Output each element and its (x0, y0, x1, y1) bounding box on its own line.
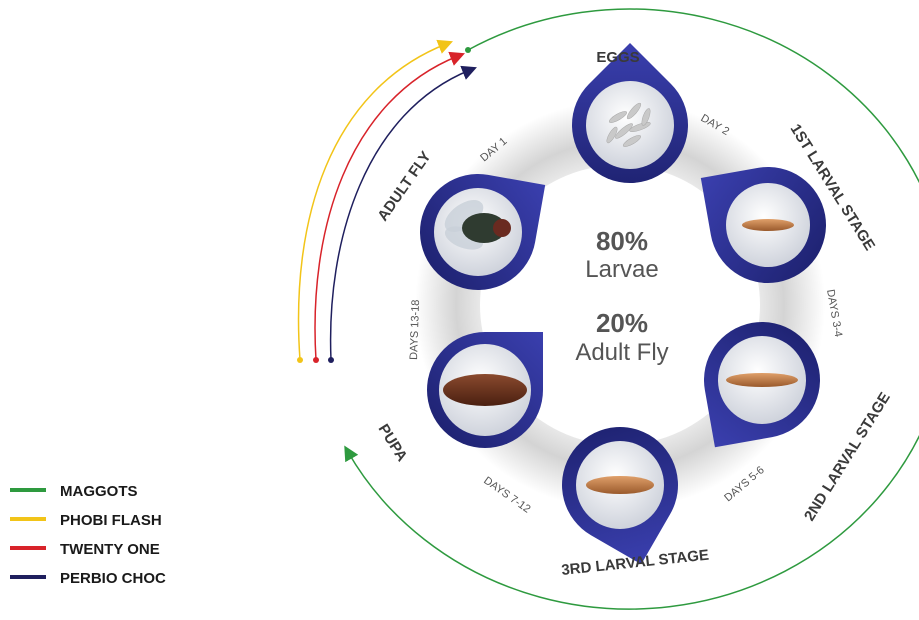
stage-label-eggs: EGGS (596, 49, 639, 66)
legend-item-phobi-flash: PHOBI FLASH (10, 512, 162, 529)
legend-label-perbio-choc: PERBIO CHOC (60, 570, 166, 587)
eggs-pin (572, 42, 688, 183)
legend-label-twenty-one: TWENTY ONE (60, 541, 160, 558)
adult-fly-percentage: 20% (596, 308, 648, 338)
larvae-word: Larvae (585, 256, 658, 283)
legend-swatch-phobi-flash (10, 517, 46, 521)
legend: MAGGOTS PHOBI FLASH TWENTY ONE PERBIO CH… (10, 483, 166, 587)
small-larva-icon (742, 219, 794, 231)
legend-label-phobi-flash: PHOBI FLASH (60, 512, 162, 529)
maggots-cycle-arc (344, 8, 919, 610)
larvae-percentage: 80% (596, 226, 648, 256)
legend-item-perbio-choc: PERBIO CHOC (10, 570, 166, 587)
adult-fly-word: Adult Fly (575, 339, 668, 366)
third-larval-pin (562, 427, 678, 565)
day-label-days3-4: DAYS 3-4 (824, 288, 844, 337)
twenty-one-dot (313, 357, 319, 363)
second-larval-pin (704, 322, 820, 448)
legend-item-maggots: MAGGOTS (10, 483, 138, 500)
legend-label-maggots: MAGGOTS (60, 483, 138, 500)
legend-swatch-maggots (10, 488, 46, 492)
medium-larva-icon (726, 373, 798, 387)
pupa-icon (443, 374, 527, 406)
fly-icon (444, 200, 511, 250)
legend-swatch-twenty-one (10, 546, 46, 550)
legend-item-twenty-one: TWENTY ONE (10, 541, 160, 558)
perbio-choc-dot (328, 357, 334, 363)
large-larva-icon (586, 476, 654, 494)
twenty-one-arc (314, 51, 465, 361)
adult-fly-pin (420, 174, 546, 290)
maggots-arc-start-dot (465, 47, 471, 53)
first-larval-pin (700, 167, 826, 283)
stage-label-second-larval: 2ND LARVAL STAGE (801, 390, 894, 525)
stage-label-pupa: PUPA (375, 421, 411, 465)
perbio-choc-arc (329, 65, 477, 361)
pupa-pin (427, 332, 543, 448)
eggs-icon (606, 102, 651, 147)
day-label-days13-18: DAYS 13-18 (408, 299, 422, 360)
phobi-flash-arc (297, 39, 453, 361)
phobi-flash-dot (297, 357, 303, 363)
legend-swatch-perbio-choc (10, 575, 46, 579)
